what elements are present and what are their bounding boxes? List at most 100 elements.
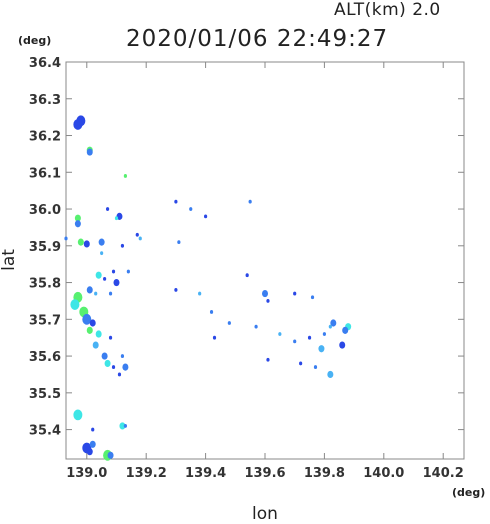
data-point <box>342 326 349 334</box>
y-tick-label: 35.5 <box>29 387 61 402</box>
x-tick-label: 139.0 <box>66 466 107 481</box>
data-point <box>73 409 83 421</box>
data-point <box>330 319 337 327</box>
data-point <box>119 422 126 430</box>
y-axis: 36.4 36.3 36.2 36.1 36.0 35.9 35.8 35.7 35.6 35.5… <box>29 56 464 439</box>
data-point <box>120 354 125 358</box>
data-point <box>95 330 102 338</box>
data-point <box>104 359 111 368</box>
x-tick-label: 139.4 <box>185 466 226 481</box>
altitude-label: ALT(km) 2.0 <box>334 0 441 20</box>
data-point <box>73 119 83 130</box>
data-point <box>120 243 125 248</box>
data-point <box>64 236 68 241</box>
data-point <box>86 326 93 334</box>
data-point <box>310 295 315 300</box>
plot-frame <box>65 61 465 460</box>
y-tick-label: 36.3 <box>29 93 61 108</box>
data-point <box>100 251 104 256</box>
data-point <box>111 365 116 370</box>
data-point <box>339 341 346 349</box>
x-axis-label: lon <box>252 504 278 524</box>
data-point <box>278 332 282 336</box>
data-point <box>327 370 334 379</box>
data-point <box>107 451 114 459</box>
data-point <box>135 232 139 237</box>
y-tick-label: 35.8 <box>29 277 61 292</box>
y-tick-label: 35.4 <box>29 424 61 439</box>
data-point <box>92 341 99 349</box>
y-tick-label: 35.7 <box>29 313 61 328</box>
data-point <box>307 335 312 340</box>
y-tick-label: 36.2 <box>29 130 61 145</box>
data-point <box>318 345 325 353</box>
data-point <box>105 207 110 211</box>
data-point <box>89 440 96 448</box>
y-tick-label: 36.4 <box>29 56 61 71</box>
data-point <box>108 291 113 296</box>
x-tick-label: 140.2 <box>423 466 464 481</box>
x-tick-label: 139.6 <box>244 466 285 481</box>
data-point <box>245 273 249 278</box>
data-point <box>293 291 297 296</box>
data-point <box>254 324 258 329</box>
data-point <box>108 335 113 340</box>
data-point <box>322 332 327 336</box>
data-point <box>248 199 252 204</box>
data-point <box>114 216 119 221</box>
data-point <box>113 278 120 287</box>
data-point <box>74 220 81 228</box>
data-point <box>198 291 202 296</box>
data-point <box>262 289 268 298</box>
data-point <box>266 357 270 362</box>
data-point <box>209 310 214 314</box>
data-point <box>103 276 107 281</box>
data-point <box>89 319 96 327</box>
data-point <box>77 238 84 246</box>
data-point <box>122 363 129 371</box>
data-point <box>227 321 231 325</box>
y-tick-label: 36.1 <box>29 166 61 181</box>
x-tick-label: 139.2 <box>126 466 167 481</box>
data-point <box>299 361 303 366</box>
data-point <box>293 339 297 344</box>
y-tick-label: 36.0 <box>29 203 61 218</box>
data-point <box>86 448 93 456</box>
x-axis: 139.0 139.2 139.4 139.6 139.8 140.0 140.2 <box>66 62 464 481</box>
data-point <box>111 269 116 274</box>
data-point <box>86 148 93 156</box>
y-tick-label: 35.6 <box>29 350 61 365</box>
y-tick-label: 35.9 <box>29 240 61 255</box>
data-point <box>123 174 128 178</box>
data-point <box>74 214 81 222</box>
x-tick-label: 140.0 <box>363 466 404 481</box>
x-tick-label: 139.8 <box>304 466 345 481</box>
timestamp: 2020/01/06 22:49:27 <box>126 26 389 52</box>
data-point <box>126 269 130 274</box>
data-point <box>212 335 217 340</box>
data-point <box>83 240 90 248</box>
data-point <box>177 240 181 245</box>
data-point <box>82 313 92 325</box>
data-point <box>174 287 178 292</box>
data-points <box>64 115 352 461</box>
data-point <box>95 271 102 279</box>
data-point <box>313 365 318 370</box>
data-point <box>138 236 142 241</box>
data-point <box>98 238 105 246</box>
data-point <box>266 299 270 303</box>
data-point <box>174 199 178 204</box>
data-point <box>117 372 122 377</box>
data-point <box>91 427 95 432</box>
data-point <box>189 207 193 211</box>
data-point <box>203 214 208 219</box>
lon-unit-label: (deg) <box>452 486 486 499</box>
data-point <box>123 423 128 428</box>
data-point <box>94 291 98 296</box>
data-point <box>328 324 332 329</box>
lat-unit-label: (deg) <box>18 34 52 47</box>
data-point <box>101 352 108 360</box>
data-point <box>70 299 80 311</box>
data-point <box>86 286 93 294</box>
